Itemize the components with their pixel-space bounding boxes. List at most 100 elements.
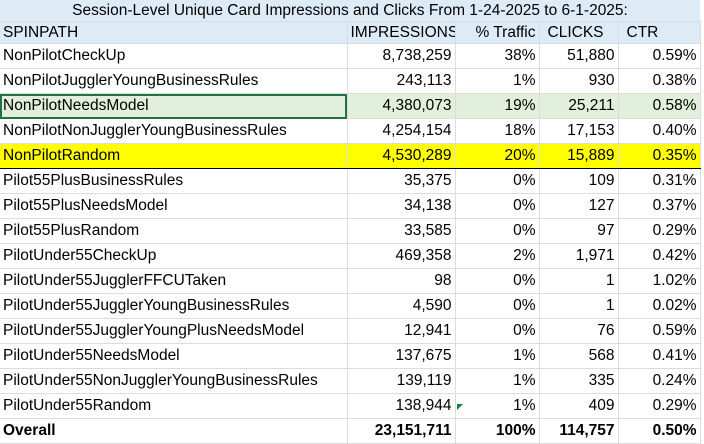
clicks-cell[interactable]: 25,211 [539,93,619,119]
traffic-cell[interactable]: 0% [455,318,540,344]
clicks-cell[interactable]: 568 [539,343,619,369]
ctr-cell[interactable]: 0.38% [618,68,701,94]
clicks-cell[interactable]: 15,889 [539,143,619,169]
impressions-cell[interactable]: 12,941 [347,318,456,344]
table-row: NonPilotCheckUp 8,738,259 38% 51,880 0.59% [0,43,701,69]
spinpath-cell[interactable]: PilotUnder55JugglerYoungBusinessRules [0,293,348,319]
header-clicks[interactable]: CLICKS [539,21,619,44]
spinpath-cell[interactable]: PilotUnder55CheckUp [0,243,348,269]
spinpath-cell[interactable]: NonPilotNonJugglerYoungBusinessRules [0,118,348,144]
ctr-cell[interactable]: 0.37% [618,193,701,219]
fill-handle[interactable] [344,116,346,118]
ctr-cell[interactable]: 0.40% [618,118,701,144]
traffic-cell[interactable]: 100% [455,418,540,444]
impressions-cell[interactable]: 469,358 [347,243,456,269]
header-spinpath[interactable]: SPINPATH [0,21,348,44]
ctr-cell[interactable]: 0.29% [618,218,701,244]
impressions-cell[interactable]: 23,151,711 [347,418,456,444]
clicks-cell[interactable]: 76 [539,318,619,344]
ctr-cell[interactable]: 0.41% [618,343,701,369]
traffic-cell[interactable]: 1% [455,68,540,94]
spinpath-cell[interactable]: NonPilotNeedsModel [0,93,348,119]
spinpath-cell[interactable]: NonPilotJugglerYoungBusinessRules [0,68,348,94]
traffic-cell[interactable]: 0% [455,168,540,194]
traffic-cell[interactable]: 0% [455,268,540,294]
impressions-cell[interactable]: 4,380,073 [347,93,456,119]
traffic-cell[interactable]: 0% [455,293,540,319]
spinpath-cell[interactable]: Pilot55PlusBusinessRules [0,168,348,194]
spinpath-cell[interactable]: Overall [0,418,348,444]
impressions-cell[interactable]: 4,530,289 [347,143,456,169]
table-title[interactable]: Session-Level Unique Card Impressions an… [0,0,701,22]
traffic-cell[interactable]: 38% [455,43,540,69]
clicks-cell[interactable]: 127 [539,193,619,219]
traffic-cell[interactable]: 1% [455,343,540,369]
spinpath-cell[interactable]: NonPilotCheckUp [0,43,348,69]
table-row: PilotUnder55NeedsModel 137,675 1% 568 0.41% [0,343,701,369]
clicks-cell[interactable]: 17,153 [539,118,619,144]
clicks-cell[interactable]: 1 [539,293,619,319]
impressions-cell[interactable]: 8,738,259 [347,43,456,69]
ctr-cell[interactable]: 0.02% [618,293,701,319]
ctr-cell[interactable]: 0.58% [618,93,701,119]
traffic-cell[interactable]: 19% [455,93,540,119]
traffic-cell[interactable]: 1% [455,368,540,394]
ctr-cell[interactable]: 0.24% [618,368,701,394]
clicks-cell[interactable]: 114,757 [539,418,619,444]
impressions-cell[interactable]: 4,590 [347,293,456,319]
spinpath-cell[interactable]: PilotUnder55JugglerFFCUTaken [0,268,348,294]
clicks-cell[interactable]: 409 [539,393,619,419]
impressions-cell[interactable]: 137,675 [347,343,456,369]
table-row: NonPilotJugglerYoungBusinessRules 243,113… [0,68,701,94]
ctr-cell[interactable]: 0.50% [618,418,701,444]
ctr-cell[interactable]: 0.31% [618,168,701,194]
impressions-cell[interactable]: 34,138 [347,193,456,219]
spinpath-cell[interactable]: PilotUnder55NeedsModel [0,343,348,369]
ctr-cell[interactable]: 0.42% [618,243,701,269]
overall-row: Overall 23,151,711 100% 114,757 0.50% [0,418,701,444]
traffic-cell[interactable]: 18% [455,118,540,144]
header-impressions[interactable]: IMPRESSIONS [347,21,456,44]
ctr-cell[interactable]: 0.35% [618,143,701,169]
traffic-cell[interactable]: 2% [455,243,540,269]
impressions-cell[interactable]: 138,944 [347,393,456,419]
traffic-cell[interactable]: 20% [455,143,540,169]
spinpath-cell[interactable]: Pilot55PlusRandom [0,218,348,244]
spinpath-cell[interactable]: NonPilotRandom [0,143,348,169]
impressions-cell[interactable]: 98 [347,268,456,294]
clicks-cell[interactable]: 1 [539,268,619,294]
spinpath-cell[interactable]: PilotUnder55NonJugglerYoungBusinessRules [0,368,348,394]
spinpath-cell[interactable]: PilotUnder55JugglerYoungPlusNeedsModel [0,318,348,344]
traffic-cell[interactable]: 0% [455,218,540,244]
table-row: NonPilotRandom 4,530,289 20% 15,889 0.35% [0,143,701,169]
impressions-cell[interactable]: 4,254,154 [347,118,456,144]
table-row: PilotUnder55JugglerYoungBusinessRules 4,5… [0,293,701,319]
traffic-cell[interactable]: 0% [455,193,540,219]
ctr-cell[interactable]: 0.59% [618,318,701,344]
header-traffic[interactable]: % Traffic [455,21,540,44]
clicks-cell[interactable]: 51,880 [539,43,619,69]
impressions-cell[interactable]: 139,119 [347,368,456,394]
table-row: Pilot55PlusBusinessRules 35,375 0% 109 0.31% [0,168,701,194]
ctr-cell[interactable]: 0.29% [618,393,701,419]
impressions-cell[interactable]: 243,113 [347,68,456,94]
clicks-cell[interactable]: 97 [539,218,619,244]
table-row: NonPilotNeedsModel 4,380,073 19% 25,211 0.58… [0,93,701,119]
impressions-cell[interactable]: 33,585 [347,218,456,244]
ctr-cell[interactable]: 1.02% [618,268,701,294]
traffic-cell[interactable]: 1% [455,393,540,419]
spinpath-cell[interactable]: PilotUnder55Random [0,393,348,419]
header-ctr[interactable]: CTR [618,21,701,44]
impressions-cell[interactable]: 35,375 [347,168,456,194]
ctr-cell[interactable]: 0.59% [618,43,701,69]
clicks-cell[interactable]: 930 [539,68,619,94]
clicks-cell[interactable]: 109 [539,168,619,194]
clicks-cell[interactable]: 335 [539,368,619,394]
table-row: Pilot55PlusRandom 33,585 0% 97 0.29% [0,218,701,244]
clicks-cell[interactable]: 1,971 [539,243,619,269]
spinpath-cell[interactable]: Pilot55PlusNeedsModel [0,193,348,219]
table-row: Pilot55PlusNeedsModel 34,138 0% 127 0.37% [0,193,701,219]
table-row: NonPilotNonJugglerYoungBusinessRules 4,25… [0,118,701,144]
table-row: PilotUnder55CheckUp 469,358 2% 1,971 0.42% [0,243,701,269]
